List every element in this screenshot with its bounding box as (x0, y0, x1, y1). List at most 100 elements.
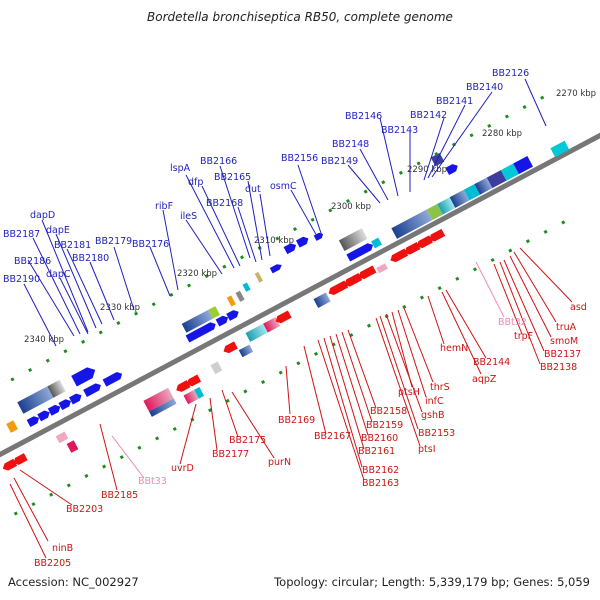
lower-leaders (9, 247, 573, 559)
gene-arrow (176, 380, 191, 392)
gene-label: BB2177 (212, 449, 249, 460)
tick-label: 2330 kbp (100, 303, 140, 313)
gene-block (449, 189, 470, 208)
gene-label: ileS (180, 211, 197, 222)
rna-label: BBt33 (138, 476, 167, 487)
gene-label: BB2166 (200, 156, 237, 167)
gene-block (376, 263, 388, 274)
gene-label: truA (556, 322, 577, 333)
gene-block (194, 386, 205, 399)
gene-label: ribF (155, 201, 173, 212)
gene-block (437, 197, 456, 215)
upper-leaders (23, 78, 547, 347)
gene-block (235, 290, 245, 302)
gene-arrow (69, 393, 82, 405)
gene-label: dfp (188, 177, 203, 188)
topology-text: Topology: circular; Length: 5,339,179 bp… (274, 575, 590, 589)
gene-label: aqpZ (472, 374, 497, 385)
gene-label: BB2159 (366, 420, 403, 431)
gene-block (254, 271, 263, 283)
gene-label: BB2138 (540, 362, 577, 373)
gene-block (6, 420, 18, 433)
gene-arrow (83, 383, 101, 397)
lower-labels: asd truA smoM BB2137 BB2138 trpF BB2144 … (34, 302, 587, 569)
gene-label: hemN (440, 343, 468, 354)
lower-strand-genes (2, 228, 446, 471)
gene-block (513, 155, 533, 175)
rna-label: BBt32 (498, 317, 527, 328)
gene-block (226, 295, 236, 307)
gene-label: asd (570, 302, 587, 313)
gene-arrow (275, 310, 292, 324)
gene-label: ptsH (398, 387, 420, 398)
gene-label: BB2149 (321, 156, 358, 167)
gene-block (143, 387, 174, 412)
gene-label: thrS (430, 382, 450, 393)
gene-block (463, 184, 481, 201)
gene-label: lspA (170, 163, 191, 174)
gene-block (474, 177, 493, 195)
gene-label: BB2203 (66, 504, 103, 515)
gene-arrow (102, 372, 123, 387)
gene-block (208, 306, 220, 319)
gene-block (17, 386, 54, 414)
gene-arrow (404, 241, 421, 255)
gene-label: smoM (550, 336, 578, 347)
gene-block (500, 163, 519, 181)
tick-label: 2320 kbp (177, 269, 217, 279)
gene-arrow (226, 310, 239, 321)
gene-block (426, 203, 443, 221)
gene-arrow (429, 228, 446, 242)
gene-label: BB2141 (436, 96, 473, 107)
gene-block (149, 398, 177, 417)
gene-label: BB2187 (3, 229, 40, 240)
gene-block (371, 237, 382, 249)
gene-block (313, 292, 331, 308)
gene-label: BB2137 (544, 349, 581, 360)
gene-block (391, 209, 433, 239)
gene-label: BB2162 (362, 465, 399, 476)
gene-label: purN (268, 457, 291, 468)
rna-leaders (111, 261, 505, 479)
gene-block (210, 361, 223, 375)
gene-arrow (185, 322, 216, 343)
gene-label: BB2175 (229, 435, 266, 446)
upper-strand-genes (6, 140, 570, 433)
gene-label: BB2146 (345, 111, 382, 122)
genome-title: Bordetella bronchiseptica RB50, complete… (147, 10, 453, 24)
gene-arrow (283, 243, 297, 255)
gene-block (238, 344, 254, 358)
gene-label: BB2176 (132, 239, 169, 250)
gene-block (486, 170, 507, 189)
gene-label: BB2160 (361, 433, 398, 444)
gene-arrow (358, 265, 377, 280)
gene-label: BB2165 (214, 172, 251, 183)
rna-labels: BBt32 BBt33 (138, 317, 527, 487)
gene-label: BB2180 (72, 253, 109, 264)
gene-label: BB2181 (54, 240, 91, 251)
gene-label: BB2186 (14, 256, 51, 267)
gene-label: BB2163 (362, 478, 399, 489)
gene-label: BB2144 (473, 357, 510, 368)
gene-label: gshB (421, 410, 445, 421)
gene-arrow (47, 404, 61, 416)
gene-block (245, 323, 268, 342)
gene-block (181, 309, 213, 333)
gene-label: ninB (52, 543, 73, 554)
gene-label: BB2153 (418, 428, 455, 439)
gene-label: dapD (30, 210, 55, 221)
gene-arrow (37, 410, 50, 422)
gene-arrow (346, 243, 374, 262)
gene-arrow (13, 453, 28, 465)
gene-label: BB2190 (3, 274, 40, 285)
gene-label: BB2179 (95, 236, 132, 247)
tick-labels: 2270 kbp 2280 kbp 2290 kbp 2300 kbp 2310… (24, 89, 596, 345)
gene-arrow (328, 280, 349, 296)
gene-label: ptsI (418, 444, 436, 455)
gene-block (242, 282, 251, 292)
gene-arrow (26, 416, 40, 428)
gene-block (66, 440, 79, 453)
gene-label: infC (425, 396, 444, 407)
genome-axis (0, 123, 600, 467)
